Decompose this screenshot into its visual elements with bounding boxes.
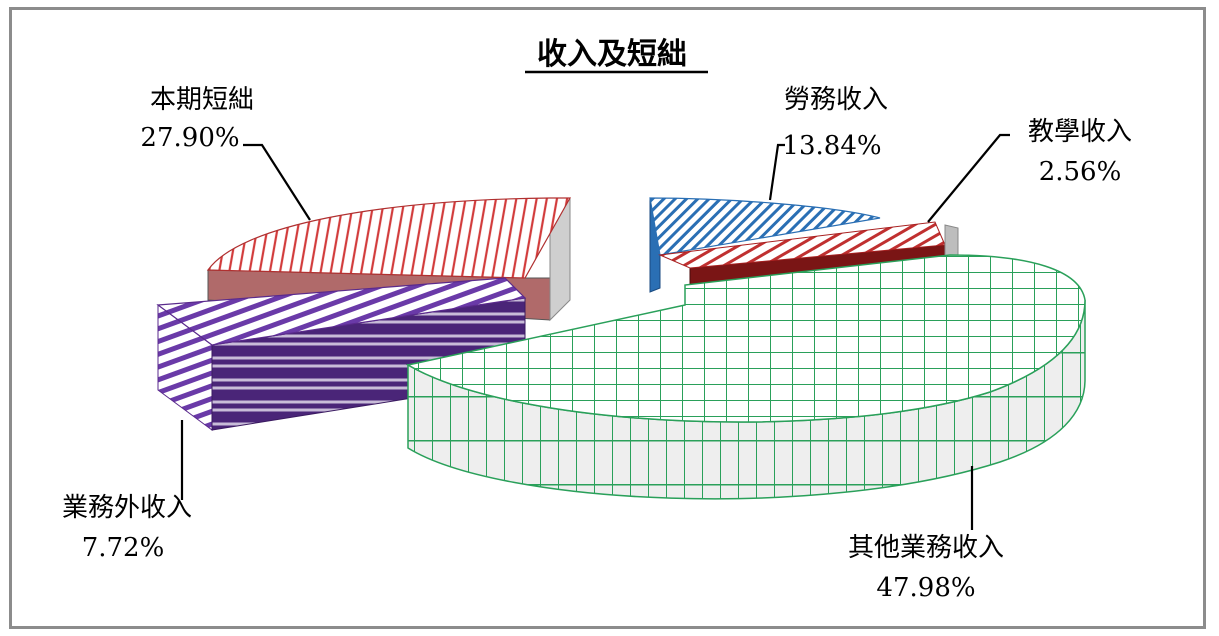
chart-title: 收入及短絀 xyxy=(537,37,687,72)
label-value-業務外收入: 7.72% xyxy=(82,533,165,563)
slice-其他業務收入 xyxy=(405,254,1086,500)
label-name-教學收入: 教學收入 xyxy=(1028,117,1132,147)
label-value-其他業務收入: 47.98% xyxy=(876,573,975,603)
label-name-勞務收入: 勞務收入 xyxy=(784,85,888,115)
label-name-本期短絀: 本期短絀 xyxy=(150,85,254,115)
label-value-教學收入: 2.56% xyxy=(1039,157,1122,187)
slice-業務外收入 xyxy=(156,277,527,431)
leader-本期短絀 xyxy=(243,143,311,221)
label-value-勞務收入: 13.84% xyxy=(782,131,881,161)
leader-教學收入 xyxy=(927,133,1010,223)
label-name-其他業務收入: 其他業務收入 xyxy=(848,533,1004,563)
leader-勞務收入 xyxy=(768,143,785,201)
slice-勞務收入 xyxy=(649,197,881,293)
label-value-本期短絀: 27.90% xyxy=(140,123,239,153)
label-name-業務外收入: 業務外收入 xyxy=(62,493,192,523)
